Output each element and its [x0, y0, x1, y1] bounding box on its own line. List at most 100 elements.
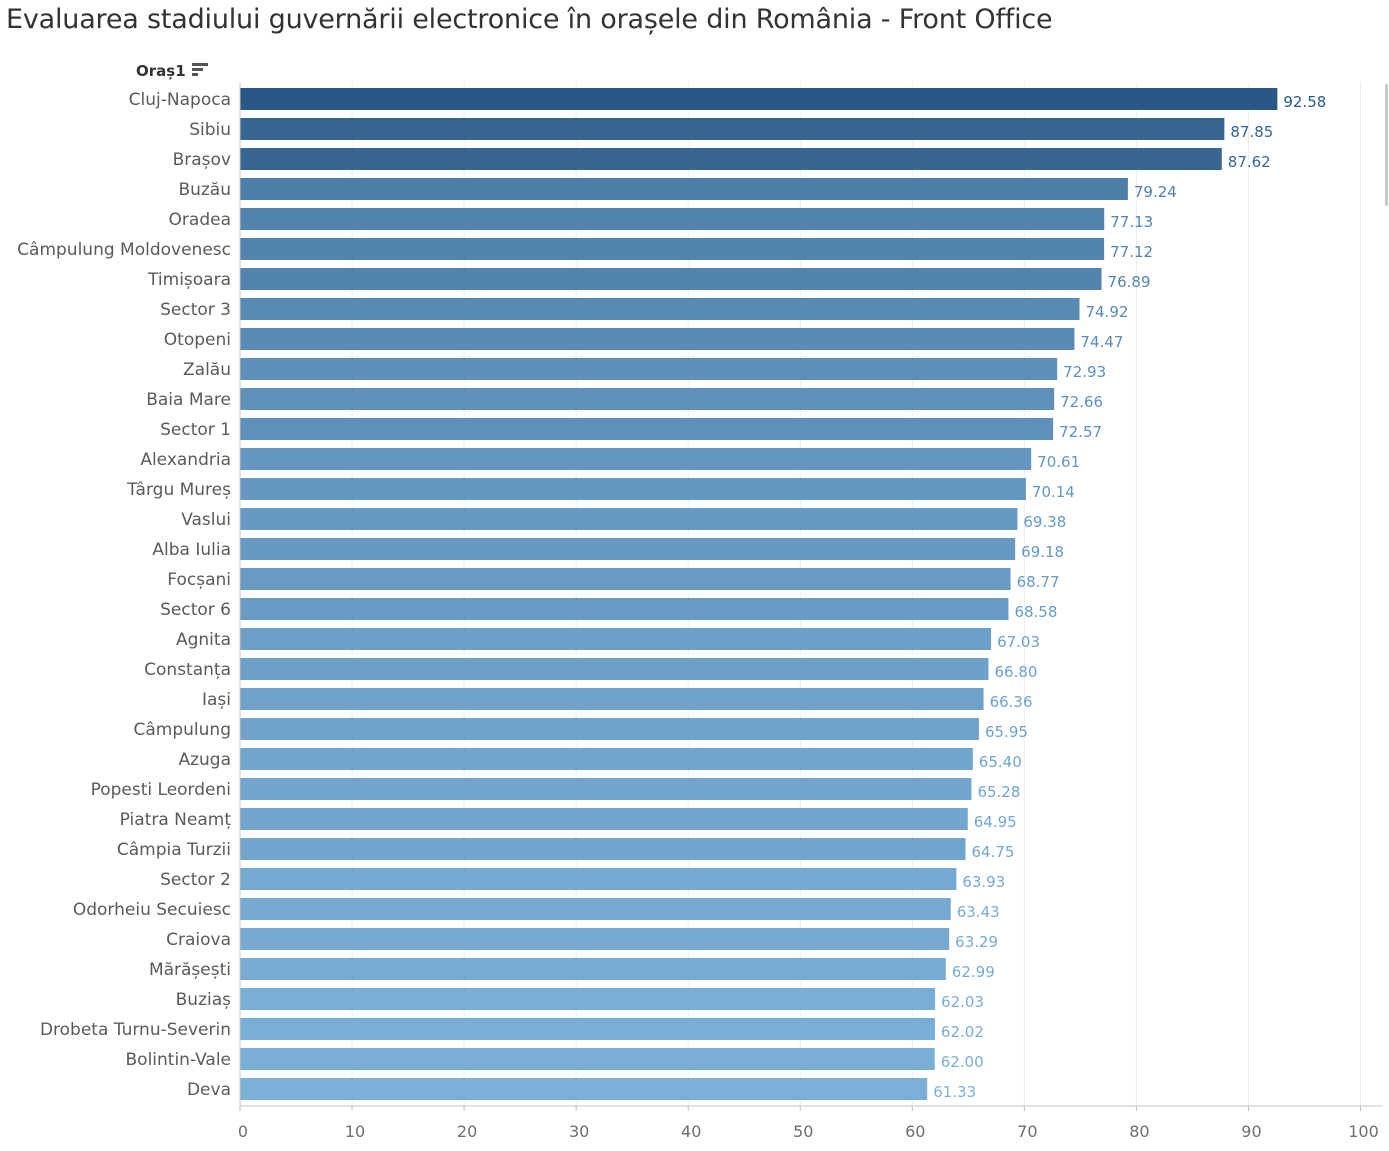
- category-label: Vaslui: [181, 510, 231, 530]
- bar[interactable]: [240, 238, 1105, 260]
- bar[interactable]: [240, 1018, 935, 1040]
- value-label: 70.14: [1032, 483, 1075, 501]
- category-label: Focșani: [167, 570, 231, 590]
- x-tick-label: 10: [345, 1122, 365, 1141]
- category-label: Deva: [187, 1080, 231, 1100]
- bar[interactable]: [240, 1078, 928, 1100]
- value-label: 62.03: [941, 993, 984, 1011]
- bar[interactable]: [240, 898, 951, 920]
- bar[interactable]: [240, 868, 957, 890]
- bar[interactable]: [240, 208, 1105, 230]
- value-label: 69.38: [1023, 513, 1066, 531]
- value-label: 65.40: [979, 753, 1022, 771]
- bar[interactable]: [240, 148, 1222, 170]
- bar[interactable]: [240, 748, 973, 770]
- value-label: 61.33: [933, 1083, 976, 1101]
- category-label: Sector 1: [160, 420, 231, 440]
- category-labels: Cluj-Napoca Sibiu Brașov Buzău Oradea Câmpulu…: [17, 90, 231, 1100]
- category-label: Buzău: [178, 180, 231, 200]
- value-label: 65.95: [985, 723, 1028, 741]
- bar[interactable]: [240, 808, 968, 830]
- category-label: Odorheiu Secuiesc: [73, 900, 231, 920]
- category-label: Popesti Leordeni: [91, 780, 231, 800]
- bar[interactable]: [240, 328, 1075, 350]
- sort-bar-2: [192, 68, 203, 71]
- bar[interactable]: [240, 418, 1054, 440]
- category-label: Oradea: [169, 210, 231, 230]
- category-label: Câmpulung: [134, 720, 231, 740]
- bar[interactable]: [240, 268, 1102, 290]
- category-label: Sibiu: [189, 120, 231, 140]
- bar[interactable]: [240, 448, 1032, 470]
- sort-bar-3: [192, 73, 198, 76]
- value-label: 74.92: [1085, 303, 1128, 321]
- category-label: Baia Mare: [146, 390, 231, 410]
- bar[interactable]: [240, 988, 936, 1010]
- bar[interactable]: [240, 778, 972, 800]
- value-label: 79.24: [1134, 183, 1177, 201]
- category-label: Târgu Mureș: [126, 480, 231, 500]
- category-label: Agnita: [176, 630, 231, 650]
- x-tick-label: 0: [238, 1122, 248, 1141]
- chart-title: Evaluarea stadiului guvernării electroni…: [6, 4, 1053, 35]
- value-label: 68.58: [1014, 603, 1057, 621]
- category-label: Piatra Neamț: [120, 810, 232, 830]
- bar[interactable]: [240, 598, 1009, 620]
- sort-bar-1: [192, 63, 208, 66]
- bar[interactable]: [240, 388, 1055, 410]
- value-label: 66.80: [994, 663, 1037, 681]
- bar[interactable]: [240, 478, 1026, 500]
- x-tick-label: 40: [681, 1122, 701, 1141]
- bar[interactable]: [240, 88, 1278, 110]
- category-label: Câmpulung Moldovenesc: [17, 240, 231, 260]
- bar[interactable]: [240, 928, 950, 950]
- bar[interactable]: [240, 538, 1016, 560]
- category-label: Sector 6: [160, 600, 231, 620]
- grid-lines: [351, 82, 1361, 1106]
- bars: [240, 88, 1278, 1100]
- bar[interactable]: [240, 508, 1018, 530]
- value-label: 62.99: [952, 963, 995, 981]
- sort-descending-icon[interactable]: [192, 63, 210, 77]
- vertical-scrollbar[interactable]: [1385, 84, 1388, 206]
- value-labels: 92.58 87.85 87.62 79.24 77.13 77.12 76.89 74.92…: [933, 93, 1326, 1101]
- value-label: 77.12: [1110, 243, 1153, 261]
- bar[interactable]: [240, 658, 989, 680]
- value-label: 63.93: [962, 873, 1005, 891]
- value-label: 64.95: [974, 813, 1017, 831]
- value-label: 70.61: [1037, 453, 1080, 471]
- x-tick-label: 30: [569, 1122, 589, 1141]
- x-axis: 0 10 20 30 40 50 60 70 80 90 100: [238, 82, 1383, 1141]
- bar[interactable]: [240, 628, 992, 650]
- bar[interactable]: [240, 958, 946, 980]
- value-label: 64.75: [972, 843, 1015, 861]
- bar[interactable]: [240, 298, 1080, 320]
- x-tick-label: 60: [905, 1122, 925, 1141]
- field-header[interactable]: Oraș1: [136, 62, 186, 80]
- bar[interactable]: [240, 358, 1058, 380]
- bar[interactable]: [240, 688, 984, 710]
- value-label: 72.57: [1059, 423, 1102, 441]
- category-label: Craiova: [166, 930, 231, 950]
- bar[interactable]: [240, 568, 1011, 590]
- bar[interactable]: [240, 118, 1225, 140]
- category-label: Iași: [202, 690, 231, 710]
- value-label: 62.00: [941, 1053, 984, 1071]
- value-label: 67.03: [997, 633, 1040, 651]
- category-label: Buziaș: [176, 990, 232, 1010]
- bar[interactable]: [240, 1048, 935, 1070]
- category-label: Brașov: [173, 150, 231, 170]
- category-label: Mărășești: [149, 960, 231, 980]
- bar[interactable]: [240, 178, 1128, 200]
- value-label: 66.36: [990, 693, 1033, 711]
- value-label: 68.77: [1017, 573, 1060, 591]
- category-label: Alexandria: [140, 450, 231, 470]
- bar[interactable]: [240, 838, 966, 860]
- category-label: Cluj-Napoca: [129, 90, 231, 110]
- category-label: Timișoara: [147, 270, 231, 290]
- value-label: 63.43: [957, 903, 1000, 921]
- category-label: Otopeni: [164, 330, 231, 350]
- bar[interactable]: [240, 718, 979, 740]
- x-tick-label: 100: [1348, 1122, 1379, 1141]
- x-tick-label: 20: [457, 1122, 477, 1141]
